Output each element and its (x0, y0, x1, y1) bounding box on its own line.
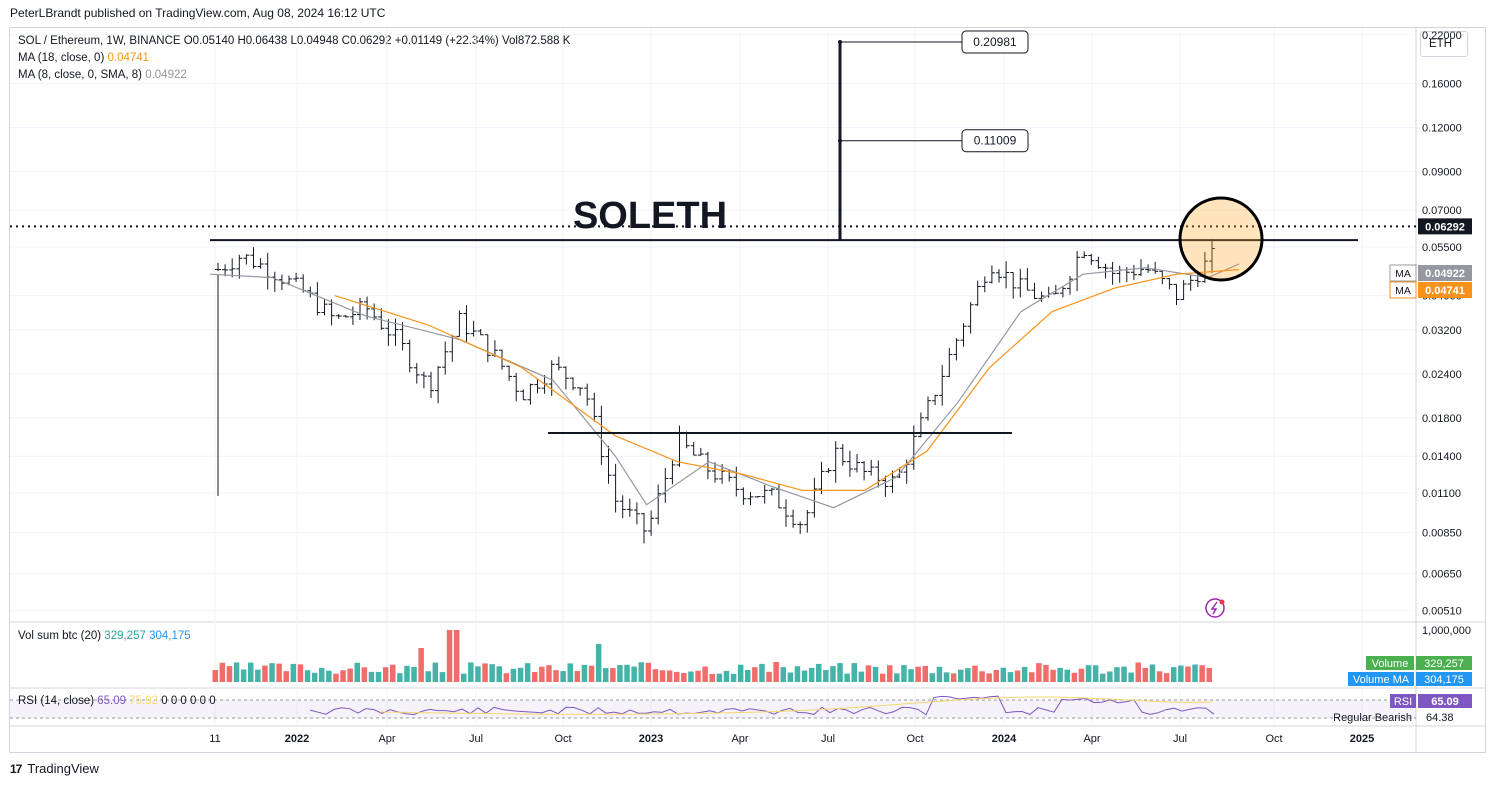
footer[interactable]: 17 TradingView (10, 761, 99, 776)
rsi-legend[interactable]: RSI (14, close) 65.09 75.92 0 0 0 0 0 0 (18, 695, 216, 707)
symbol-legend[interactable]: SOL / Ethereum, 1W, BINANCE O0.05140 H0.… (18, 35, 571, 47)
ma18-legend[interactable]: MA (18, close, 0) 0.04741 (18, 52, 149, 64)
volume-value2: 304,175 (149, 630, 191, 642)
volume-value1: 329,257 (104, 630, 146, 642)
ma18-value: 0.04741 (107, 52, 150, 64)
footer-brand: TradingView (27, 761, 99, 776)
ma8-legend[interactable]: MA (8, close, 0, SMA, 8) 0.04922 (18, 69, 187, 81)
chart-frame (9, 27, 1486, 753)
volume-label: Vol sum btc (20) (18, 630, 102, 642)
tradingview-logo-icon: 17 (10, 761, 22, 776)
ma8-label: MA (8, close, 0, SMA, 8) (18, 69, 142, 81)
volume-legend[interactable]: Vol sum btc (20) 329,257 304,175 (18, 630, 191, 642)
currency-button[interactable]: ETH (1420, 31, 1468, 57)
rsi-value: 65.09 (97, 695, 127, 707)
rsi-value2: 75.92 (129, 695, 159, 707)
ma18-label: MA (18, close, 0) (18, 52, 105, 64)
published-header: PeterLBrandt published on TradingView.co… (10, 6, 386, 20)
ma8-value: 0.04922 (145, 69, 187, 81)
rsi-label: RSI (14, close) (18, 695, 95, 707)
rsi-zeros: 0 0 0 0 0 0 (161, 695, 216, 707)
